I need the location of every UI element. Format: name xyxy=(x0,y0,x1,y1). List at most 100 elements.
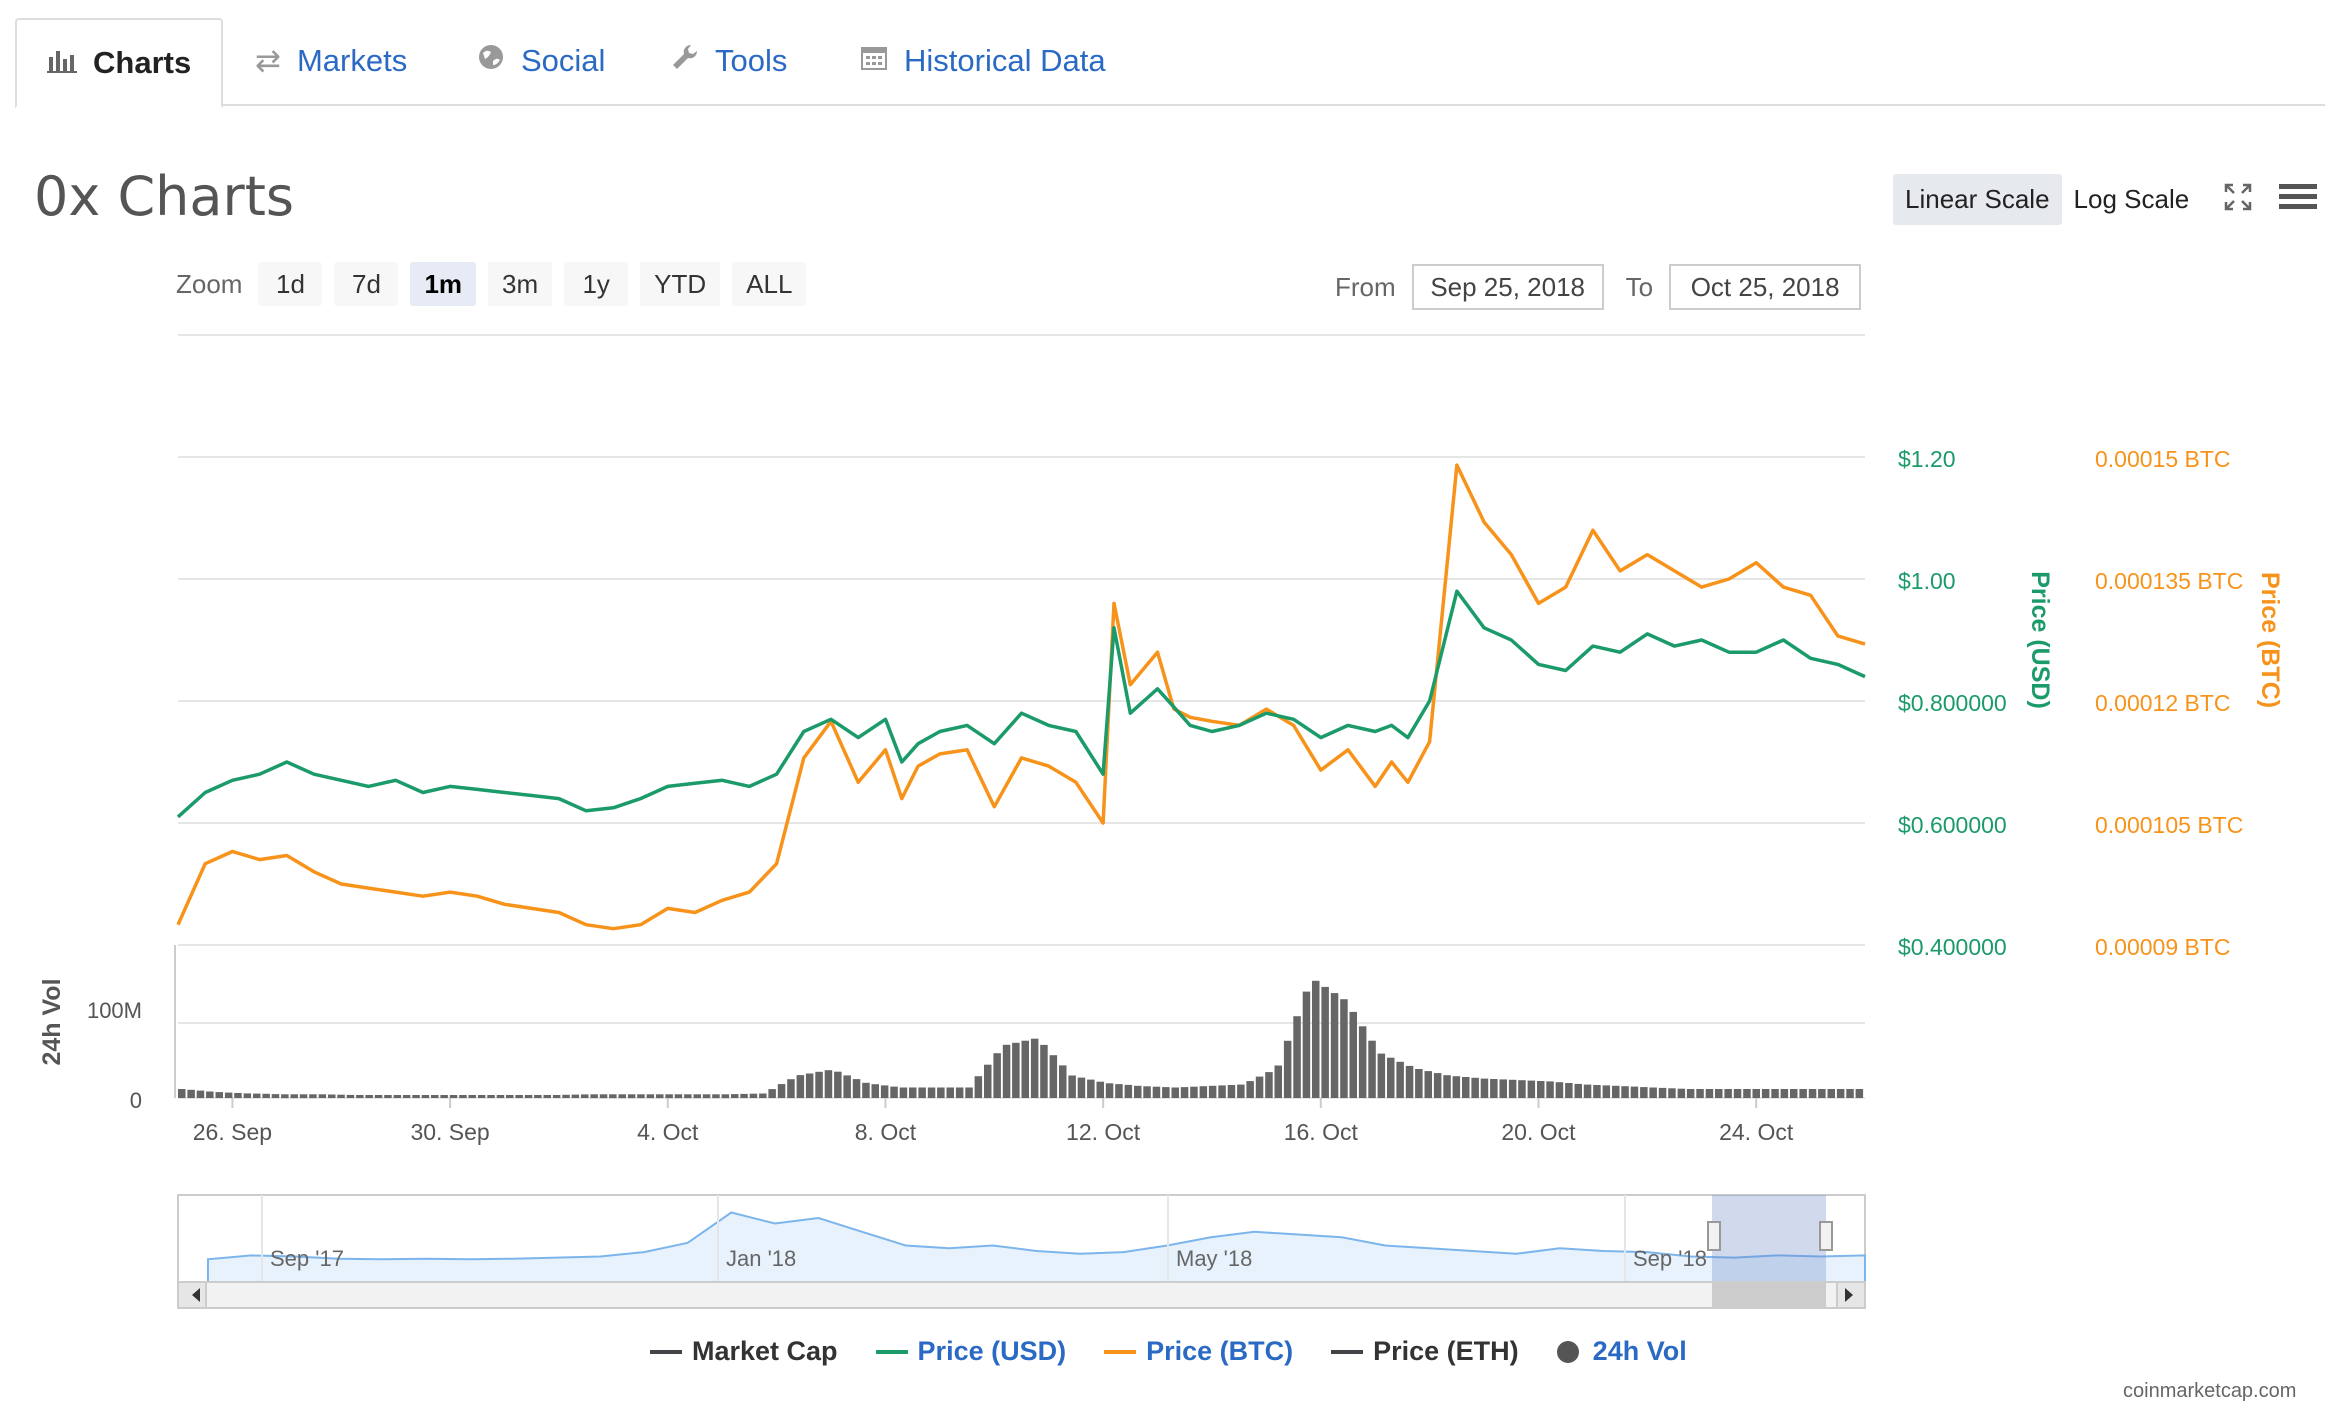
volume-bar xyxy=(1480,1078,1489,1098)
legend-swatch xyxy=(875,1349,908,1354)
volume-bar xyxy=(1368,1040,1376,1098)
volume-bar xyxy=(1433,1073,1442,1098)
volume-bar xyxy=(1602,1085,1611,1098)
volume-bar xyxy=(646,1094,655,1099)
zoom-3m-button[interactable]: 3m xyxy=(488,262,553,306)
volume-bar xyxy=(178,1089,186,1098)
legend-market-cap[interactable]: Market Cap xyxy=(650,1336,838,1367)
volume-bar xyxy=(1274,1065,1282,1098)
volume-bar xyxy=(965,1087,973,1098)
volume-bar xyxy=(927,1087,936,1098)
volume-bar xyxy=(1705,1089,1714,1098)
volume-bar xyxy=(1612,1085,1620,1098)
zoom-1d-button[interactable]: 1d xyxy=(258,262,323,306)
volume-bar xyxy=(796,1075,805,1098)
volume-bar xyxy=(1293,1016,1301,1098)
volume-bar xyxy=(852,1079,861,1098)
volume-bar xyxy=(1349,1011,1357,1098)
volume-bar xyxy=(1518,1080,1526,1098)
volume-bar xyxy=(215,1092,223,1098)
y-right-tick-label: 0.000105 BTC xyxy=(2095,812,2243,838)
volume-bar xyxy=(346,1094,355,1098)
volume-bar xyxy=(440,1095,448,1098)
zoom-ytd-button[interactable]: YTD xyxy=(640,262,721,306)
credit-link[interactable]: coinmarketcap.com xyxy=(2123,1380,2297,1402)
legend-price-usd[interactable]: Price (USD) xyxy=(875,1336,1066,1367)
volume-bar xyxy=(974,1076,983,1098)
volume-bar xyxy=(468,1095,476,1098)
legend-label: Market Cap xyxy=(692,1336,838,1366)
volume-bar xyxy=(402,1095,411,1098)
zoom-1m-button[interactable]: 1m xyxy=(410,262,477,306)
bar-chart-icon xyxy=(47,45,77,81)
volume-bar xyxy=(1490,1079,1498,1098)
to-date-input[interactable]: Oct 25, 2018 xyxy=(1669,264,1862,310)
volume-bar xyxy=(1724,1089,1732,1098)
volume-bar xyxy=(571,1094,580,1098)
menu-icon[interactable] xyxy=(2279,182,2318,217)
x-tick-label: 12. Oct xyxy=(1066,1119,1141,1145)
volume-bar xyxy=(1312,980,1320,1098)
x-tick-label: 8. Oct xyxy=(855,1119,917,1145)
navigator-handle-left xyxy=(1707,1221,1721,1251)
zoom-1y-button[interactable]: 1y xyxy=(564,262,629,306)
zoom-all-button[interactable]: ALL xyxy=(732,262,807,306)
volume-bar xyxy=(206,1091,214,1098)
tab-markets[interactable]: ⇄ Markets xyxy=(255,18,407,104)
legend-price-eth[interactable]: Price (ETH) xyxy=(1331,1336,1519,1367)
to-label: To xyxy=(1625,271,1654,302)
volume-bar xyxy=(431,1095,439,1098)
volume-bar xyxy=(1686,1089,1695,1098)
volume-bar xyxy=(365,1095,373,1098)
y-left-tick-label: $0.600000 xyxy=(1898,812,2007,838)
volume-bar xyxy=(1818,1089,1826,1098)
volume-bar xyxy=(234,1093,242,1098)
volume-bar xyxy=(262,1093,270,1098)
volume-bar xyxy=(946,1087,954,1098)
volume-bar xyxy=(1649,1087,1657,1098)
tab-social[interactable]: Social xyxy=(477,18,605,104)
volume-bar xyxy=(1030,1038,1039,1098)
log-scale-button[interactable]: Log Scale xyxy=(2073,184,2190,214)
volume-bar xyxy=(880,1085,889,1098)
volume-bar xyxy=(1021,1040,1029,1098)
volume-bar xyxy=(524,1095,533,1098)
series-line-price-usd xyxy=(176,589,1866,819)
volume-bar xyxy=(1115,1084,1123,1098)
zoom-7d-button[interactable]: 7d xyxy=(334,262,399,306)
legend-24h-vol[interactable]: 24h Vol xyxy=(1556,1336,1687,1367)
volume-bar xyxy=(1443,1075,1451,1098)
legend-swatch xyxy=(650,1349,682,1354)
from-date-input[interactable]: Sep 25, 2018 xyxy=(1411,264,1604,310)
volume-bar xyxy=(506,1095,514,1098)
legend-price-btc[interactable]: Price (BTC) xyxy=(1104,1336,1293,1367)
volume-bar xyxy=(1077,1077,1086,1098)
volume-bar xyxy=(318,1094,327,1098)
volume-axis-title: 24h Vol xyxy=(38,978,66,1065)
fullscreen-icon[interactable] xyxy=(2223,182,2253,217)
tab-tools[interactable]: Tools xyxy=(671,18,787,104)
volume-bar xyxy=(627,1094,636,1099)
volume-bar xyxy=(1771,1089,1779,1098)
tab-historical-data[interactable]: Historical Data xyxy=(860,18,1106,104)
volume-bar xyxy=(1799,1089,1807,1098)
volume-bar xyxy=(534,1095,542,1098)
volume-bar xyxy=(1565,1083,1573,1098)
navigator-area xyxy=(207,1211,1866,1283)
navigator-frame xyxy=(177,1194,1866,1283)
volume-bar xyxy=(384,1095,392,1098)
volume-bar xyxy=(740,1093,748,1098)
volume-bar xyxy=(721,1094,730,1099)
volume-bar xyxy=(862,1082,870,1098)
volume-bar xyxy=(1593,1085,1601,1098)
volume-bar xyxy=(449,1095,458,1098)
linear-scale-button[interactable]: Linear Scale xyxy=(1893,174,2062,225)
volume-bar xyxy=(805,1073,814,1098)
volume-bar xyxy=(1743,1089,1751,1098)
volume-bar xyxy=(1237,1084,1245,1098)
volume-bar xyxy=(787,1079,795,1098)
tab-charts[interactable]: Charts xyxy=(15,18,224,108)
volume-bar xyxy=(731,1094,739,1098)
volume-bar xyxy=(552,1095,561,1098)
volume-bar xyxy=(1424,1071,1432,1098)
